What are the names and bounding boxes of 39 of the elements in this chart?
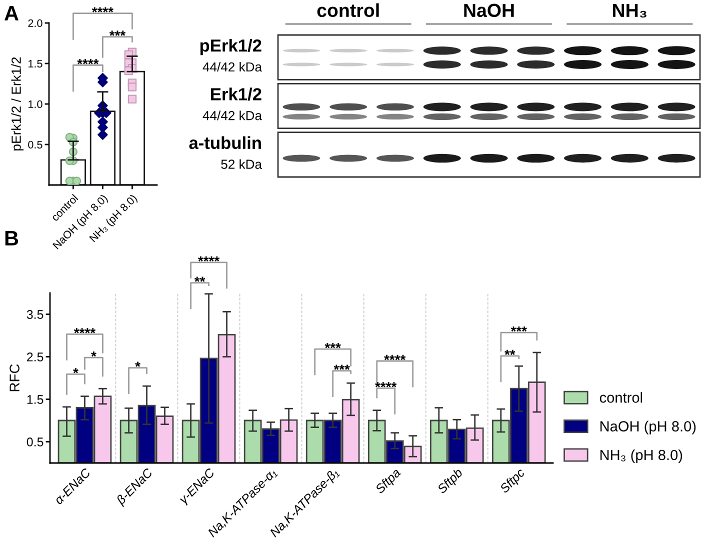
y-tick-label: 1.5 xyxy=(28,60,42,68)
category-label: control xyxy=(317,3,379,18)
chart-title: A xyxy=(4,6,18,20)
annotation: **** xyxy=(375,382,397,388)
y-tick-label: 1.5 xyxy=(27,395,44,404)
y-axis-title: RFC xyxy=(10,364,20,392)
annotation: *** xyxy=(109,30,126,36)
category-label: NH₃ xyxy=(613,4,646,18)
annotation: *** xyxy=(334,364,350,370)
text: a-tubulin xyxy=(189,136,261,150)
y-axis-title: pErk1/2 / Erk1/2 xyxy=(11,57,24,150)
legend-label: NH₃ (pH 8.0) xyxy=(600,449,682,464)
text: Erk1/2 xyxy=(211,88,262,101)
y-tick-label: 3.5 xyxy=(26,310,44,319)
y-tick-label: 0.5 xyxy=(26,438,44,446)
text: **** xyxy=(198,256,220,262)
annotation: * xyxy=(135,362,140,367)
annotation: **** xyxy=(74,328,96,334)
annotation: **** xyxy=(77,59,99,64)
text: 44/42 kDa xyxy=(202,110,262,120)
annotation: **** xyxy=(384,354,406,360)
text: ** xyxy=(194,276,206,282)
y-tick-label: 2.5 xyxy=(27,352,44,362)
text: **** xyxy=(92,7,114,12)
y-tick-label: 0.5 xyxy=(28,140,42,149)
annotation: *** xyxy=(510,326,527,332)
annotation: * xyxy=(91,352,96,357)
text: 44/42 kDa xyxy=(202,62,262,72)
y-tick-label: 2.0 xyxy=(28,19,42,28)
annotation: * xyxy=(73,368,78,374)
legend-label: NaOH (pH 8.0) xyxy=(600,420,696,434)
text: 52 kDa xyxy=(221,159,262,169)
chart-title: B xyxy=(5,231,18,246)
annotation: ** xyxy=(504,350,516,355)
annotation: *** xyxy=(324,343,341,348)
legend-label: control xyxy=(600,392,642,403)
category-label: NaOH xyxy=(464,4,514,18)
y-tick-label: 1.0 xyxy=(28,100,42,108)
text: pErk1/2 xyxy=(200,38,262,56)
